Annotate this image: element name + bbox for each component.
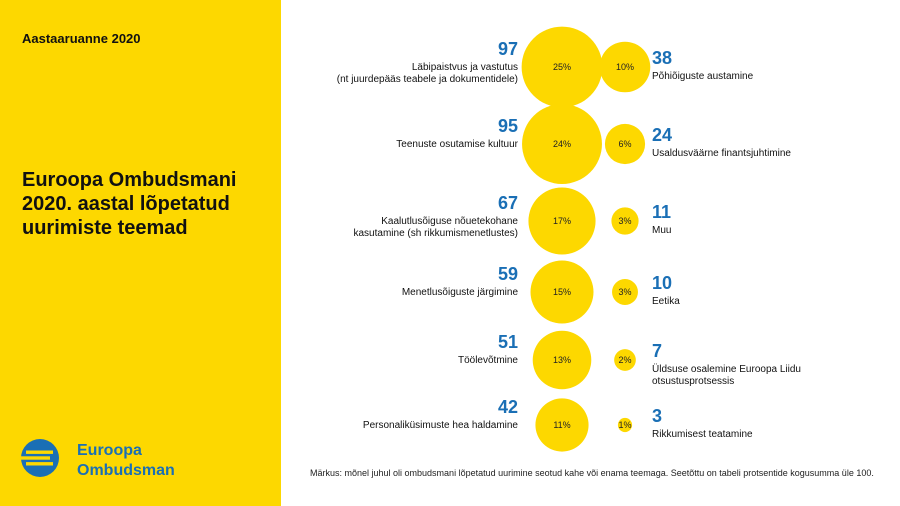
count-right-5: 3 [652,406,662,426]
bubble-percent-left-2: 17% [553,216,571,226]
category-label-left-2-0: Kaalutlusõiguse nõuetekohane [381,216,518,227]
bubble-percent-right-1: 6% [618,139,631,149]
bubble-percent-right-0: 10% [616,62,634,72]
count-left-1: 95 [498,116,518,136]
category-label-left-0-1: (nt juurdepääs teabele ja dokumentidele) [337,74,518,85]
bubble-left-2 [528,187,596,255]
topics-bubble-chart: 25% 97 Läbipaistvus ja vastutus(nt juurdep… [337,26,801,452]
bubble-left-3 [530,260,594,324]
count-left-5: 42 [498,397,518,417]
report-label: Aastaaruanne 2020 [22,31,141,46]
bubble-percent-right-3: 3% [618,287,631,297]
category-label-right-1-0: Usaldusväärne finantsjuhtimine [652,148,791,159]
category-label-left-3-0: Menetlusõiguste järgimine [402,287,519,298]
bubble-left-0 [521,26,603,108]
category-label-right-0-0: Põhiõiguste austamine [652,71,754,82]
bubble-percent-left-3: 15% [553,287,571,297]
category-label-right-2-0: Muu [652,225,671,236]
count-right-2: 11 [652,202,671,222]
count-left-4: 51 [498,332,518,352]
bubble-left-1 [522,104,602,184]
category-label-right-4-0: Üldsuse osalemine Euroopa Liidu [652,363,801,375]
page-title: Euroopa Ombudsmani 2020. aastal lõpetatu… [22,169,237,239]
bubble-percent-left-4: 13% [553,355,571,365]
count-right-3: 10 [652,273,672,293]
bubble-right-4 [614,349,636,371]
count-left-0: 97 [498,39,518,59]
count-right-0: 38 [652,48,672,68]
bubble-right-2 [611,207,639,235]
count-left-2: 67 [498,193,518,213]
category-label-left-0-0: Läbipaistvus ja vastutus [412,62,518,73]
count-right-1: 24 [652,125,672,145]
sidebar-panel: Aastaaruanne 2020 Euroopa Ombudsmani 202… [0,0,281,506]
category-label-left-4-0: Töölevõtmine [458,355,518,366]
count-left-3: 59 [498,264,518,284]
bubble-right-1 [604,123,646,165]
bubble-left-4 [532,330,592,390]
ombudsman-logo-icon [20,439,59,477]
bubble-right-0 [599,41,651,93]
category-label-left-1-0: Teenuste osutamise kultuur [396,139,518,150]
bubble-percent-left-0: 25% [553,62,571,72]
bubble-percent-right-5: 1% [618,420,631,430]
category-label-right-3-0: Eetika [652,296,680,307]
footnote: Märkus: mõnel juhul oli ombudsmani lõpet… [310,468,874,478]
bubble-percent-left-1: 24% [553,139,571,149]
category-label-right-5-0: Rikkumisest teatamine [652,429,753,440]
bubble-left-5 [535,398,589,452]
logo-text: Euroopa Ombudsman [77,442,175,479]
bubble-right-3 [612,279,638,305]
count-right-4: 7 [652,341,662,361]
category-label-right-4-1: otsustusprotsessis [652,376,734,387]
category-label-left-2-1: kasutamine (sh rikkumismenetlustes) [354,228,519,239]
bubble-right-5 [617,417,633,433]
bubble-percent-left-5: 11% [553,420,570,430]
category-label-left-5-0: Personaliküsimuste hea haldamine [363,420,519,431]
bubble-percent-right-4: 2% [618,355,631,365]
bubble-percent-right-2: 3% [618,216,631,226]
